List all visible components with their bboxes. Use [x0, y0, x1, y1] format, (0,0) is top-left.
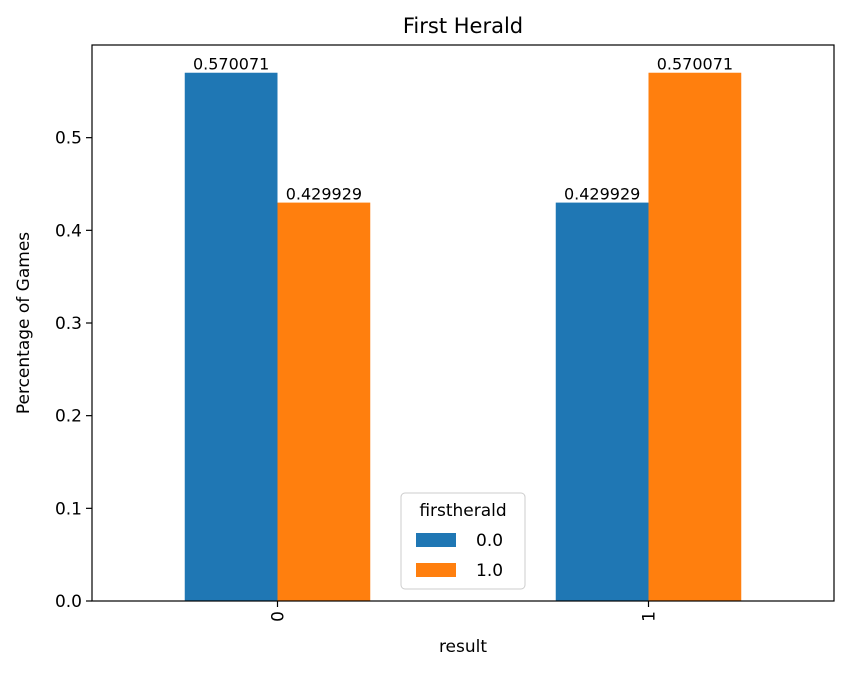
y-axis-label: Percentage of Games	[14, 232, 34, 414]
legend-swatch	[416, 563, 456, 577]
bar-series-1-cat-0	[277, 202, 371, 601]
legend: firstherald 0.0 1.0	[400, 492, 526, 590]
legend-title: firstherald	[419, 501, 506, 521]
bars-layer	[184, 72, 742, 602]
y-axis: 0.0 0.1 0.2 0.3 0.4 0.5	[55, 129, 92, 612]
x-tick-label: 0	[269, 611, 289, 622]
chart-title: First Herald	[403, 14, 523, 38]
y-tick-label: 0.0	[55, 592, 82, 612]
y-tick-label: 0.4	[55, 221, 82, 241]
legend-entry-label: 1.0	[476, 561, 503, 581]
y-tick-label: 0.3	[55, 314, 82, 334]
y-tick-label: 0.1	[55, 499, 82, 519]
y-tick-label: 0.5	[55, 129, 82, 149]
bar-value-label: 0.570071	[193, 55, 269, 74]
legend-entry-label: 0.0	[476, 531, 503, 551]
bar-labels-layer: 0.570071 0.429929 0.429929 0.570071	[193, 55, 733, 204]
legend-swatch	[416, 533, 456, 547]
bar-value-label: 0.570071	[657, 55, 733, 74]
x-tick-label: 1	[640, 611, 660, 622]
bar-series-0-cat-1	[555, 202, 649, 601]
bar-series-0-cat-0	[184, 72, 278, 602]
legend-entries: 0.0 1.0	[416, 531, 503, 581]
bar-value-label: 0.429929	[564, 185, 640, 204]
x-axis-label: result	[439, 637, 487, 657]
y-tick-label: 0.2	[55, 407, 82, 427]
bar-value-label: 0.429929	[286, 185, 362, 204]
bar-series-1-cat-1	[648, 72, 742, 602]
